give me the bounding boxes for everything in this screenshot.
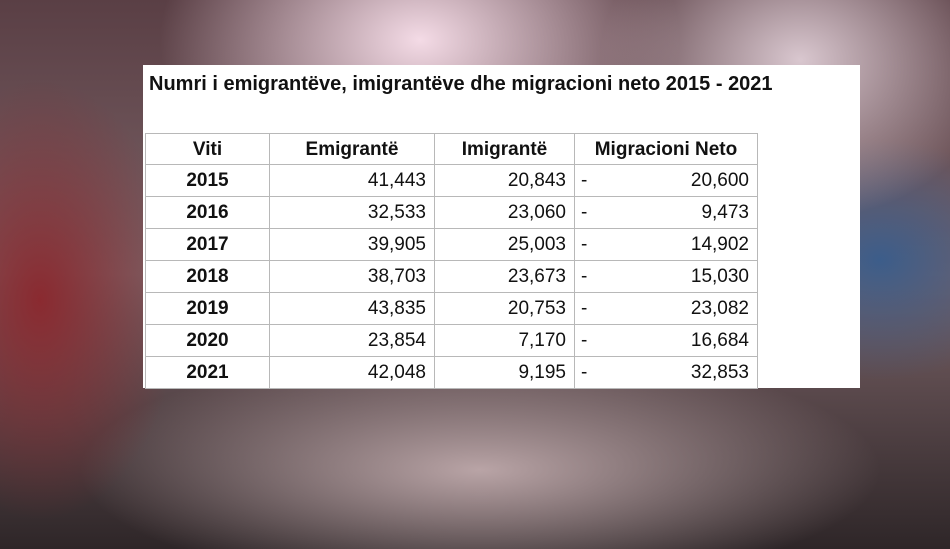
year-cell: 2017 [145,229,270,261]
table-title: Numri i emigrantëve, imigrantëve dhe mig… [149,73,773,95]
year-cell: 2020 [145,325,270,357]
net-migration-cell: - 20,600 [575,165,758,197]
year-cell: 2015 [145,165,270,197]
table-panel: Numri i emigrantëve, imigrantëve dhe mig… [143,65,860,389]
year-cell: 2019 [145,293,270,325]
emigrants-cell: 39,905 [270,229,435,261]
net-value: 15,030 [690,266,749,287]
emigrants-cell: 43,835 [270,293,435,325]
net-value: 32,853 [690,362,749,383]
column-header: Emigrantë [270,133,435,165]
immigrants-cell: 23,673 [435,261,575,293]
emigrants-cell: 38,703 [270,261,435,293]
net-sign: - [581,298,588,319]
column-header: Imigrantë [435,133,575,165]
net-sign: - [581,362,588,383]
immigrants-cell: 7,170 [435,325,575,357]
year-cell: 2016 [145,197,270,229]
immigrants-cell: 20,843 [435,165,575,197]
immigrants-cell: 25,003 [435,229,575,261]
emigrants-cell: 32,533 [270,197,435,229]
net-migration-cell: - 16,684 [575,325,758,357]
year-cell: 2021 [145,357,270,389]
immigrants-cell: 9,195 [435,357,575,389]
net-value: 9,473 [701,202,749,223]
net-sign: - [581,330,588,351]
year-cell: 2018 [145,261,270,293]
net-sign: - [581,170,588,191]
net-sign: - [581,234,588,255]
net-sign: - [581,266,588,287]
net-value: 20,600 [690,170,749,191]
net-migration-cell: - 9,473 [575,197,758,229]
immigrants-cell: 20,753 [435,293,575,325]
immigrants-cell: 23,060 [435,197,575,229]
net-migration-cell: - 32,853 [575,357,758,389]
net-sign: - [581,202,588,223]
emigrants-cell: 41,443 [270,165,435,197]
net-value: 16,684 [690,330,749,351]
net-migration-cell: - 15,030 [575,261,758,293]
net-value: 14,902 [690,234,749,255]
column-header: Migracioni Neto [575,133,758,165]
net-migration-cell: - 23,082 [575,293,758,325]
net-value: 23,082 [690,298,749,319]
net-migration-cell: - 14,902 [575,229,758,261]
emigrants-cell: 42,048 [270,357,435,389]
emigrants-cell: 23,854 [270,325,435,357]
column-header: Viti [145,133,270,165]
